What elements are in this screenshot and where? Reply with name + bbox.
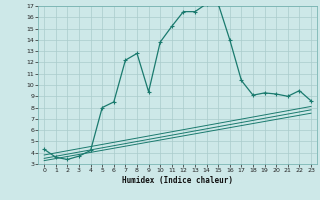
- X-axis label: Humidex (Indice chaleur): Humidex (Indice chaleur): [122, 176, 233, 185]
